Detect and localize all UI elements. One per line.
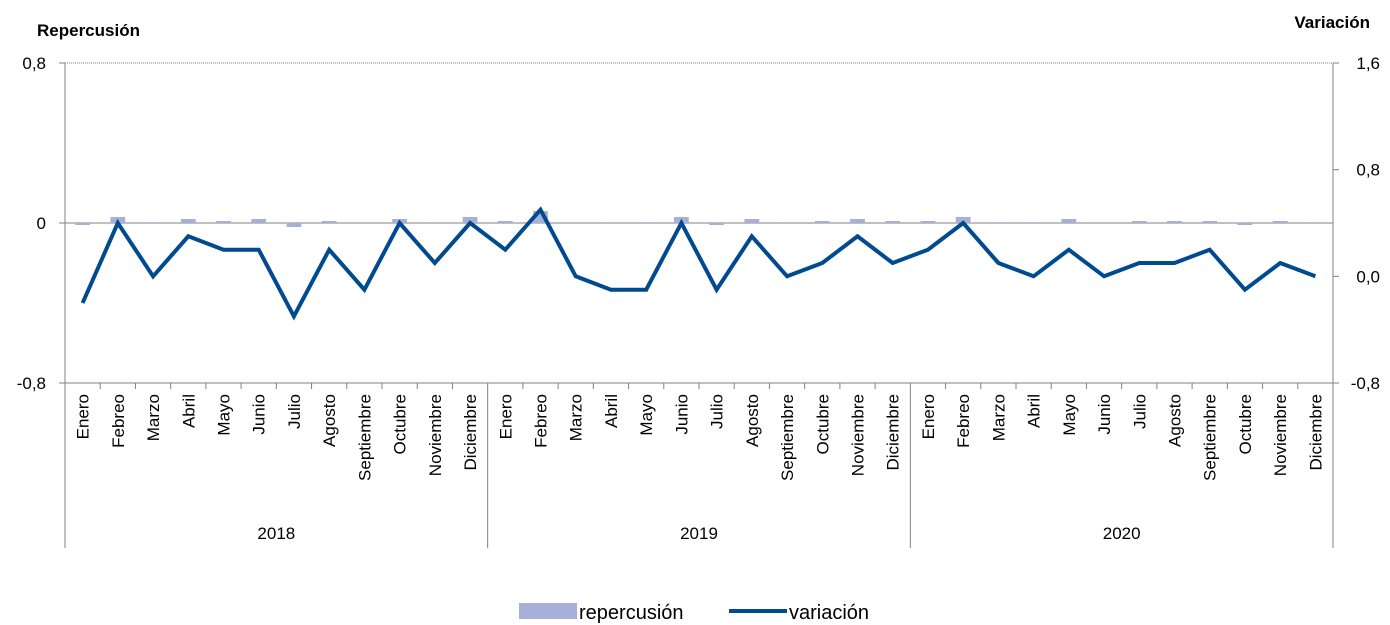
repercusion-bar [1131, 221, 1147, 223]
month-label: Junio [672, 394, 691, 435]
repercusion-bar [709, 223, 725, 225]
month-label: Abril [179, 394, 198, 428]
repercusion-bar [920, 221, 936, 223]
year-label: 2020 [1103, 524, 1141, 543]
year-labels: 2018 2019 2020 [257, 524, 1140, 543]
month-label: Octubre [1236, 394, 1255, 454]
repercusion-bar [1026, 223, 1042, 224]
repercusion-bar [1096, 223, 1112, 224]
left-axis-title: Repercusión [37, 21, 140, 40]
month-label: Agosto [320, 394, 339, 447]
month-label: Enero [919, 394, 938, 439]
repercusion-bar [216, 221, 231, 223]
month-label: Septiembre [1201, 394, 1220, 481]
legend-bar-swatch [519, 603, 577, 619]
repercusion-bar [251, 219, 267, 223]
repercusion-bar [356, 223, 372, 224]
right-axis-title: Variación [1294, 13, 1370, 32]
repercusion-bar [1272, 221, 1288, 223]
month-label: Marzo [144, 394, 163, 441]
repercusion-bar [145, 223, 161, 224]
month-label: Julio [708, 394, 727, 429]
month-label: Diciembre [884, 394, 903, 471]
month-label: Febreo [109, 394, 128, 448]
month-label: Septiembre [778, 394, 797, 481]
repercusion-bar [850, 219, 865, 223]
month-label: Septiembre [355, 394, 374, 481]
repercusion-bar [744, 219, 760, 223]
repercusion-bar [638, 223, 654, 224]
month-label: Agosto [1166, 394, 1185, 447]
repercusion-bar [1202, 221, 1218, 223]
month-label: Febreo [954, 394, 973, 448]
month-label: Mayo [215, 394, 234, 436]
legend: repercusión variación [519, 602, 869, 624]
month-label: Noviembre [426, 394, 445, 476]
repercusion-bar [497, 221, 513, 223]
repercusion-bar [462, 217, 478, 223]
right-tick-label: -0,8 [1351, 374, 1380, 393]
repercusion-bar [779, 223, 795, 224]
variacion-line [80, 206, 1317, 321]
gridlines [65, 62, 1333, 224]
x-axis [64, 63, 1334, 548]
repercusion-bar [990, 223, 1006, 224]
right-tick-label: 1,6 [1356, 54, 1380, 73]
left-axis-ticks: 0,8 0 -0,8 [17, 54, 65, 393]
left-tick-label: -0,8 [17, 374, 46, 393]
month-label: Julio [285, 394, 304, 429]
month-label: Noviembre [1271, 394, 1290, 476]
month-label: Octubre [813, 394, 832, 454]
left-tick-label: 0,8 [22, 54, 46, 73]
month-label: Octubre [391, 394, 410, 454]
month-label: Mayo [637, 394, 656, 436]
repercusion-bar [814, 221, 830, 223]
month-label: Enero [74, 394, 93, 439]
month-label: Enero [496, 394, 515, 439]
month-label: Mayo [1060, 394, 1079, 436]
repercusion-bar [427, 223, 443, 224]
repercusion-bar [75, 223, 91, 225]
right-tick-label: 0,8 [1356, 161, 1380, 180]
repercusion-bars [75, 211, 1323, 227]
repercusion-bar [1167, 221, 1182, 223]
legend-label-variacion: variación [789, 602, 869, 624]
left-tick-label: 0 [37, 214, 46, 233]
month-label: Julio [1130, 394, 1149, 429]
repercusion-bar [603, 223, 619, 224]
repercusion-bar [321, 221, 337, 223]
repercusion-bar [568, 223, 584, 224]
repercusion-bar [955, 217, 971, 223]
year-label: 2019 [680, 524, 718, 543]
repercusion-bar [286, 223, 302, 227]
month-label: Febreo [532, 394, 551, 448]
right-axis-ticks: 1,6 0,8 0,0 -0,8 [1333, 54, 1380, 393]
legend-label-repercusion: repercusión [579, 602, 684, 624]
repercusion-bar [1307, 223, 1323, 224]
month-label: Diciembre [1306, 394, 1325, 471]
month-label: Marzo [989, 394, 1008, 441]
month-label: Diciembre [461, 394, 480, 471]
month-labels: Enero Febreo Marzo Abril Mayo Junio Julio Agost… [74, 394, 1326, 481]
repercusion-bar [1237, 223, 1253, 225]
month-label: Agosto [743, 394, 762, 447]
month-label: Abril [1025, 394, 1044, 428]
month-label: Marzo [567, 394, 586, 441]
repercusion-bar [180, 219, 196, 223]
month-label: Junio [250, 394, 269, 435]
repercusion-bar [1061, 219, 1077, 223]
month-label: Junio [1095, 394, 1114, 435]
right-tick-label: 0,0 [1356, 267, 1380, 286]
year-label: 2018 [257, 524, 295, 543]
variacion-polyline [80, 206, 1317, 321]
month-label: Noviembre [849, 394, 868, 476]
month-label: Abril [602, 394, 621, 428]
repercusion-bar [885, 221, 901, 223]
